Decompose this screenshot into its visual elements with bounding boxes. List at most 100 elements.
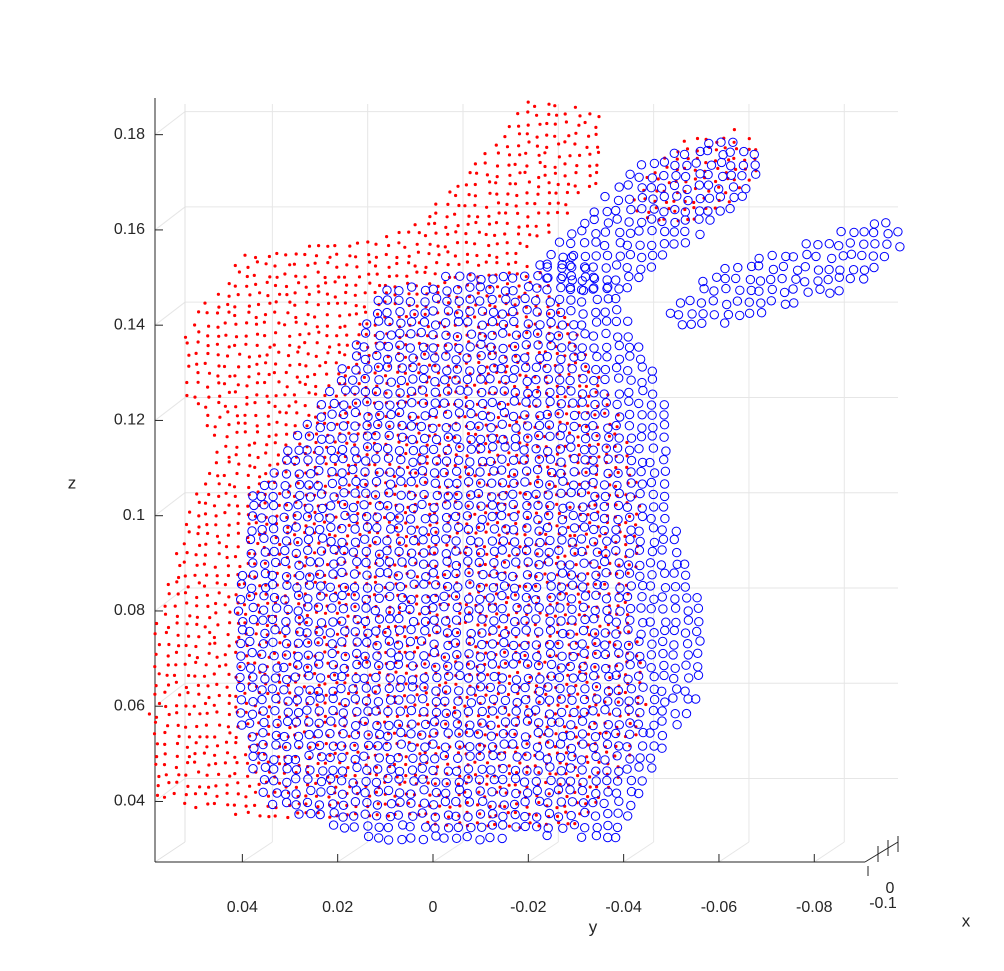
blue-point [282,777,292,788]
blue-point [600,705,610,715]
red-point [486,714,490,719]
blue-point [328,660,339,670]
red-point [206,344,210,348]
blue-point [569,480,579,490]
red-point [228,374,232,378]
blue-point [577,276,587,286]
red-point [217,364,221,368]
blue-point [614,741,624,751]
blue-point [637,776,647,786]
blue-point [443,661,453,671]
blue-point [680,226,690,237]
red-point [277,350,281,354]
blue-point [638,580,648,591]
blue-point [534,454,545,464]
red-point [574,171,578,175]
blue-point [591,637,601,647]
red-point [518,441,522,445]
red-point [517,132,522,136]
red-point [487,243,491,248]
blue-point [303,534,314,545]
red-point [188,614,192,618]
red-point [175,621,179,625]
blue-point [327,478,338,489]
red-point [257,761,261,765]
red-point [204,663,208,667]
red-point [544,780,548,785]
red-point [586,404,590,408]
blue-point [645,558,656,568]
red-point [414,636,418,640]
blue-point [661,617,671,627]
red-point [293,533,297,537]
red-point [404,755,408,759]
red-point [204,405,208,409]
blue-point [532,822,542,832]
blue-point [535,320,545,330]
blue-point [635,571,645,581]
blue-point [612,822,623,833]
blue-point [466,490,476,500]
blue-point [649,671,659,682]
blue-point [626,467,636,477]
blue-point [385,695,396,705]
blue-point [646,663,656,673]
red-point [467,641,471,646]
red-point [478,812,482,816]
blue-point [302,797,313,808]
red-point [473,512,477,516]
blue-point [338,812,348,822]
blue-point [304,431,315,441]
red-point [508,173,512,177]
blue-point [360,788,370,798]
blue-point [236,651,246,661]
blue-point [545,396,555,407]
blue-point [511,626,521,637]
blue-point [893,227,903,237]
red-point [563,112,567,116]
blue-point [498,811,508,822]
red-point [584,470,588,474]
blue-point [622,240,632,251]
blue-point [245,534,256,545]
red-point [297,345,301,349]
blue-point [634,788,644,799]
red-point [202,751,206,755]
blue-point [603,454,613,464]
blue-point [417,763,427,773]
blue-point [565,560,575,570]
blue-point [544,695,555,705]
red-point [418,752,422,756]
red-point [153,665,157,669]
blue-point [352,648,362,659]
blue-point [567,342,577,352]
blue-point [657,743,667,753]
blue-point [351,721,361,731]
blue-point [533,660,544,671]
blue-point [248,558,258,568]
blue-point [338,453,348,464]
red-point [353,605,357,609]
blue-point [555,683,565,694]
blue-point [722,299,732,310]
blue-point [463,706,474,717]
blue-point [614,354,625,364]
blue-point [615,412,625,422]
blue-point [532,464,543,475]
red-point [177,575,181,580]
red-point [197,330,201,334]
blue-point [579,558,589,568]
blue-point [569,320,579,330]
blue-point [372,720,382,731]
blue-point [646,513,656,524]
blue-point [554,237,565,247]
red-point [444,225,448,229]
red-point [284,370,288,375]
blue-point [569,547,580,557]
red-point [434,211,438,215]
blue-point [440,652,451,662]
blue-point [649,694,660,705]
blue-point [441,500,452,510]
blue-point [601,568,611,578]
blue-point [709,310,719,320]
